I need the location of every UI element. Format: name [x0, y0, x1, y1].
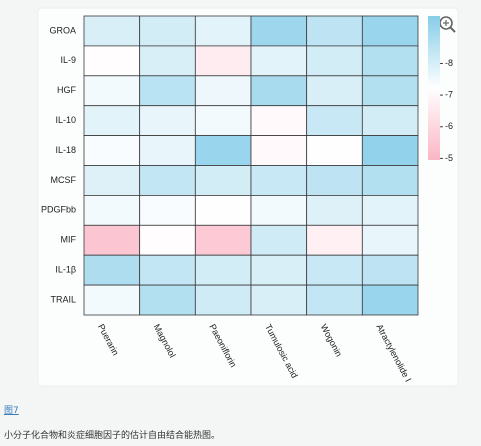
y-tick-label: HGF — [57, 85, 77, 95]
heatmap-cell — [361, 165, 419, 196]
heatmap-cell — [361, 135, 419, 166]
heatmap-cell — [361, 105, 419, 136]
heatmap-cell — [306, 15, 363, 47]
colorbar-tick-label: -5 — [445, 153, 453, 163]
y-tick-label: IL-1β — [55, 265, 76, 275]
heatmap-cell — [361, 194, 419, 226]
heatmap-cell — [361, 15, 419, 47]
heatmap-cell — [139, 135, 196, 166]
heatmap-cell — [361, 284, 419, 316]
y-tick-label: IL-10 — [55, 115, 76, 125]
heatmap-cell — [194, 15, 252, 47]
heatmap-cell — [361, 45, 419, 77]
heatmap-cell — [194, 254, 252, 286]
heatmap-cell — [250, 224, 308, 256]
y-tick-label: MIF — [61, 235, 77, 245]
heatmap-cell — [306, 135, 363, 166]
heatmap-cell — [139, 75, 196, 107]
y-tick-label: GROA — [49, 25, 76, 35]
heatmap-cell — [306, 105, 363, 136]
heatmap-cell — [250, 135, 308, 166]
y-tick-label: PDGFbb — [41, 205, 76, 215]
heatmap-cell — [139, 15, 196, 47]
heatmap-cell — [250, 254, 308, 286]
y-tick-label: MCSF — [51, 175, 77, 185]
heatmap-cell — [250, 284, 308, 316]
heatmap-cell — [194, 135, 252, 166]
heatmap-cell — [250, 15, 308, 47]
heatmap-cell — [306, 224, 363, 256]
heatmap-cell — [306, 45, 363, 77]
heatmap-cell — [194, 224, 252, 256]
colorbar-tick-label: -7 — [445, 89, 453, 99]
heatmap-cell — [139, 284, 196, 316]
heatmap-cell — [83, 165, 141, 196]
heatmap-cell — [194, 165, 252, 196]
heatmap-cell — [250, 75, 308, 107]
colorbar-tick-label: -8 — [445, 58, 453, 68]
heatmap-cell — [139, 254, 196, 286]
heatmap-cell — [194, 105, 252, 136]
heatmap-cell — [361, 75, 419, 107]
heatmap-cell — [83, 284, 141, 316]
heatmap-cell — [194, 194, 252, 226]
heatmap-cell — [250, 45, 308, 77]
y-tick-label: TRAIL — [50, 294, 76, 304]
heatmap-cell — [250, 105, 308, 136]
heatmap-cell — [306, 75, 363, 107]
heatmap-cell — [361, 254, 419, 286]
figure: GROA IL-9 HGF IL-10 IL-18 MCSF PDGFbb MIF IL-1β T… — [40, 15, 456, 384]
heatmap-cell — [306, 284, 363, 316]
colorbar-tick-label: -6 — [445, 121, 453, 131]
heatmap-cell — [139, 105, 196, 136]
heatmap-cell — [306, 194, 363, 226]
heatmap-cell — [194, 45, 252, 77]
heatmap-cell — [361, 224, 419, 256]
heatmap-cell — [250, 194, 308, 226]
heatmap-cell — [83, 105, 141, 136]
heatmap-cell — [83, 254, 141, 286]
heatmap-cell — [83, 45, 141, 77]
figure-caption: 小分子化合物和炎症细胞因子的估计自由结合能热图。 — [4, 431, 221, 441]
heatmap-cell — [250, 165, 308, 196]
heatmap-cell — [139, 194, 196, 226]
heatmap-cell — [194, 284, 252, 316]
figure-link[interactable]: 图7 — [4, 406, 19, 416]
heatmap-cell — [306, 254, 363, 286]
heatmap-cell — [83, 224, 141, 256]
heatmap-cell — [139, 45, 196, 77]
heatmap-cell — [83, 135, 141, 166]
colorbar — [428, 16, 440, 160]
heatmap-cell — [139, 224, 196, 256]
heatmap-cell — [194, 75, 252, 107]
heatmap-cell — [306, 165, 363, 196]
y-tick-label: IL-18 — [55, 145, 76, 155]
heatmap-cell — [83, 15, 141, 47]
heatmap-cell — [139, 165, 196, 196]
heatmap-cell — [83, 75, 141, 107]
y-tick-label: IL-9 — [60, 55, 76, 65]
heatmap-cell — [83, 194, 141, 226]
